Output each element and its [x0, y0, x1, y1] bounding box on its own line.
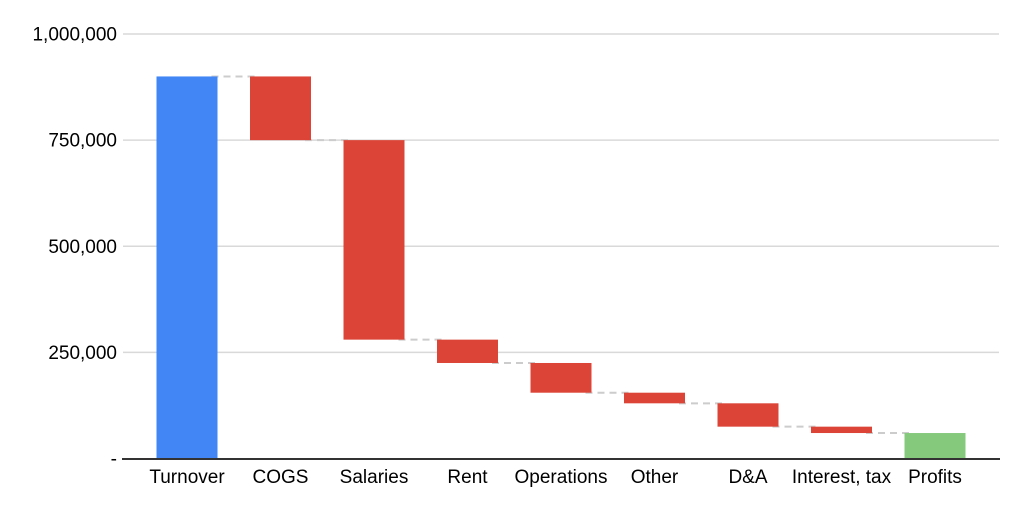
y-tick-label: 500,000	[48, 237, 117, 258]
x-category-label: COGS	[253, 467, 309, 488]
bar-salaries	[343, 140, 405, 340]
bar-d-a	[717, 403, 779, 427]
bar-interest-tax	[811, 426, 872, 434]
x-category-label: Profits	[908, 467, 962, 488]
y-tick-label: 1,000,000	[32, 25, 117, 46]
bar-profits	[904, 433, 966, 459]
x-category-label: Other	[631, 467, 679, 488]
x-category-label: Turnover	[149, 467, 225, 488]
x-category-label: Operations	[515, 467, 608, 488]
y-tick-label: 250,000	[48, 343, 117, 364]
x-category-label: Salaries	[340, 467, 409, 488]
y-tick-label: -	[111, 449, 117, 470]
bar-other	[624, 392, 685, 404]
bar-rent	[437, 339, 498, 363]
x-category-label: Interest, tax	[792, 467, 892, 488]
x-category-label: D&A	[728, 467, 767, 488]
bar-operations	[530, 362, 592, 393]
y-tick-label: 750,000	[48, 131, 117, 152]
bar-cogs	[250, 76, 311, 141]
bar-turnover	[156, 76, 218, 459]
x-category-label: Rent	[447, 467, 488, 488]
